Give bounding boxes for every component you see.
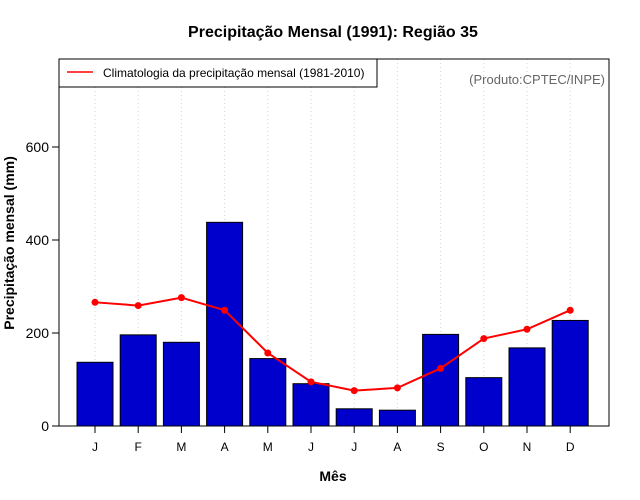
x-tick-label: M [176,440,186,454]
bar-9 [422,333,460,427]
y-tick-label: 600 [26,139,50,155]
bar-4 [206,221,244,427]
climatology-point-10 [480,335,488,343]
product-credit: (Produto:CPTEC/INPE) [469,72,605,87]
climatology-point-3 [177,294,185,302]
climatology-point-9 [437,364,445,372]
bar-3 [162,341,200,427]
x-tick-label: M [263,440,273,454]
bars-layer [76,221,589,427]
climatology-line-layer [91,294,574,395]
x-tick-label: F [135,440,142,454]
x-axis-label: Mês [319,468,346,484]
bar-10 [465,377,503,427]
chart-title: Precipitação Mensal (1991): Região 35 [188,24,478,41]
x-tick-label: J [308,440,314,454]
climatology-point-6 [307,378,315,386]
climatology-point-4 [221,306,229,314]
bar-1 [76,361,114,427]
x-tick-label: A [393,440,401,454]
climatology-point-2 [134,302,142,310]
legend-box [58,58,378,88]
x-tick-label: A [221,440,229,454]
bar-5 [249,358,287,427]
climatology-point-11 [523,325,531,333]
bar-2 [119,334,157,427]
bar-7 [335,408,373,427]
legend-entry-climatology: Climatologia da precipitação mensal (198… [103,66,364,80]
x-tick-label: O [479,440,488,454]
y-tick-label: 200 [26,325,50,341]
y-axis-label: Precipitação mensal (mm) [1,156,17,330]
climatology-line [94,296,571,392]
climatology-point-8 [393,384,401,392]
climatology-point-7 [350,387,358,395]
climatology-point-5 [264,349,272,357]
x-tick-label: D [566,440,575,454]
y-tick-label: 400 [26,232,50,248]
x-tick-label: N [523,440,532,454]
x-tick-label: J [351,440,357,454]
bar-11 [508,347,546,427]
bar-8 [378,409,416,427]
x-tick-label: S [437,440,445,454]
legend: Climatologia da precipitação mensal (198… [58,58,378,88]
climatology-point-12 [566,306,574,314]
bar-6 [292,383,330,427]
y-axis: 0 200 400 600 [26,139,59,434]
y-tick-label: 0 [41,418,49,434]
x-tick-label: J [92,440,98,454]
bar-12 [551,319,589,427]
climatology-point-1 [91,298,99,306]
